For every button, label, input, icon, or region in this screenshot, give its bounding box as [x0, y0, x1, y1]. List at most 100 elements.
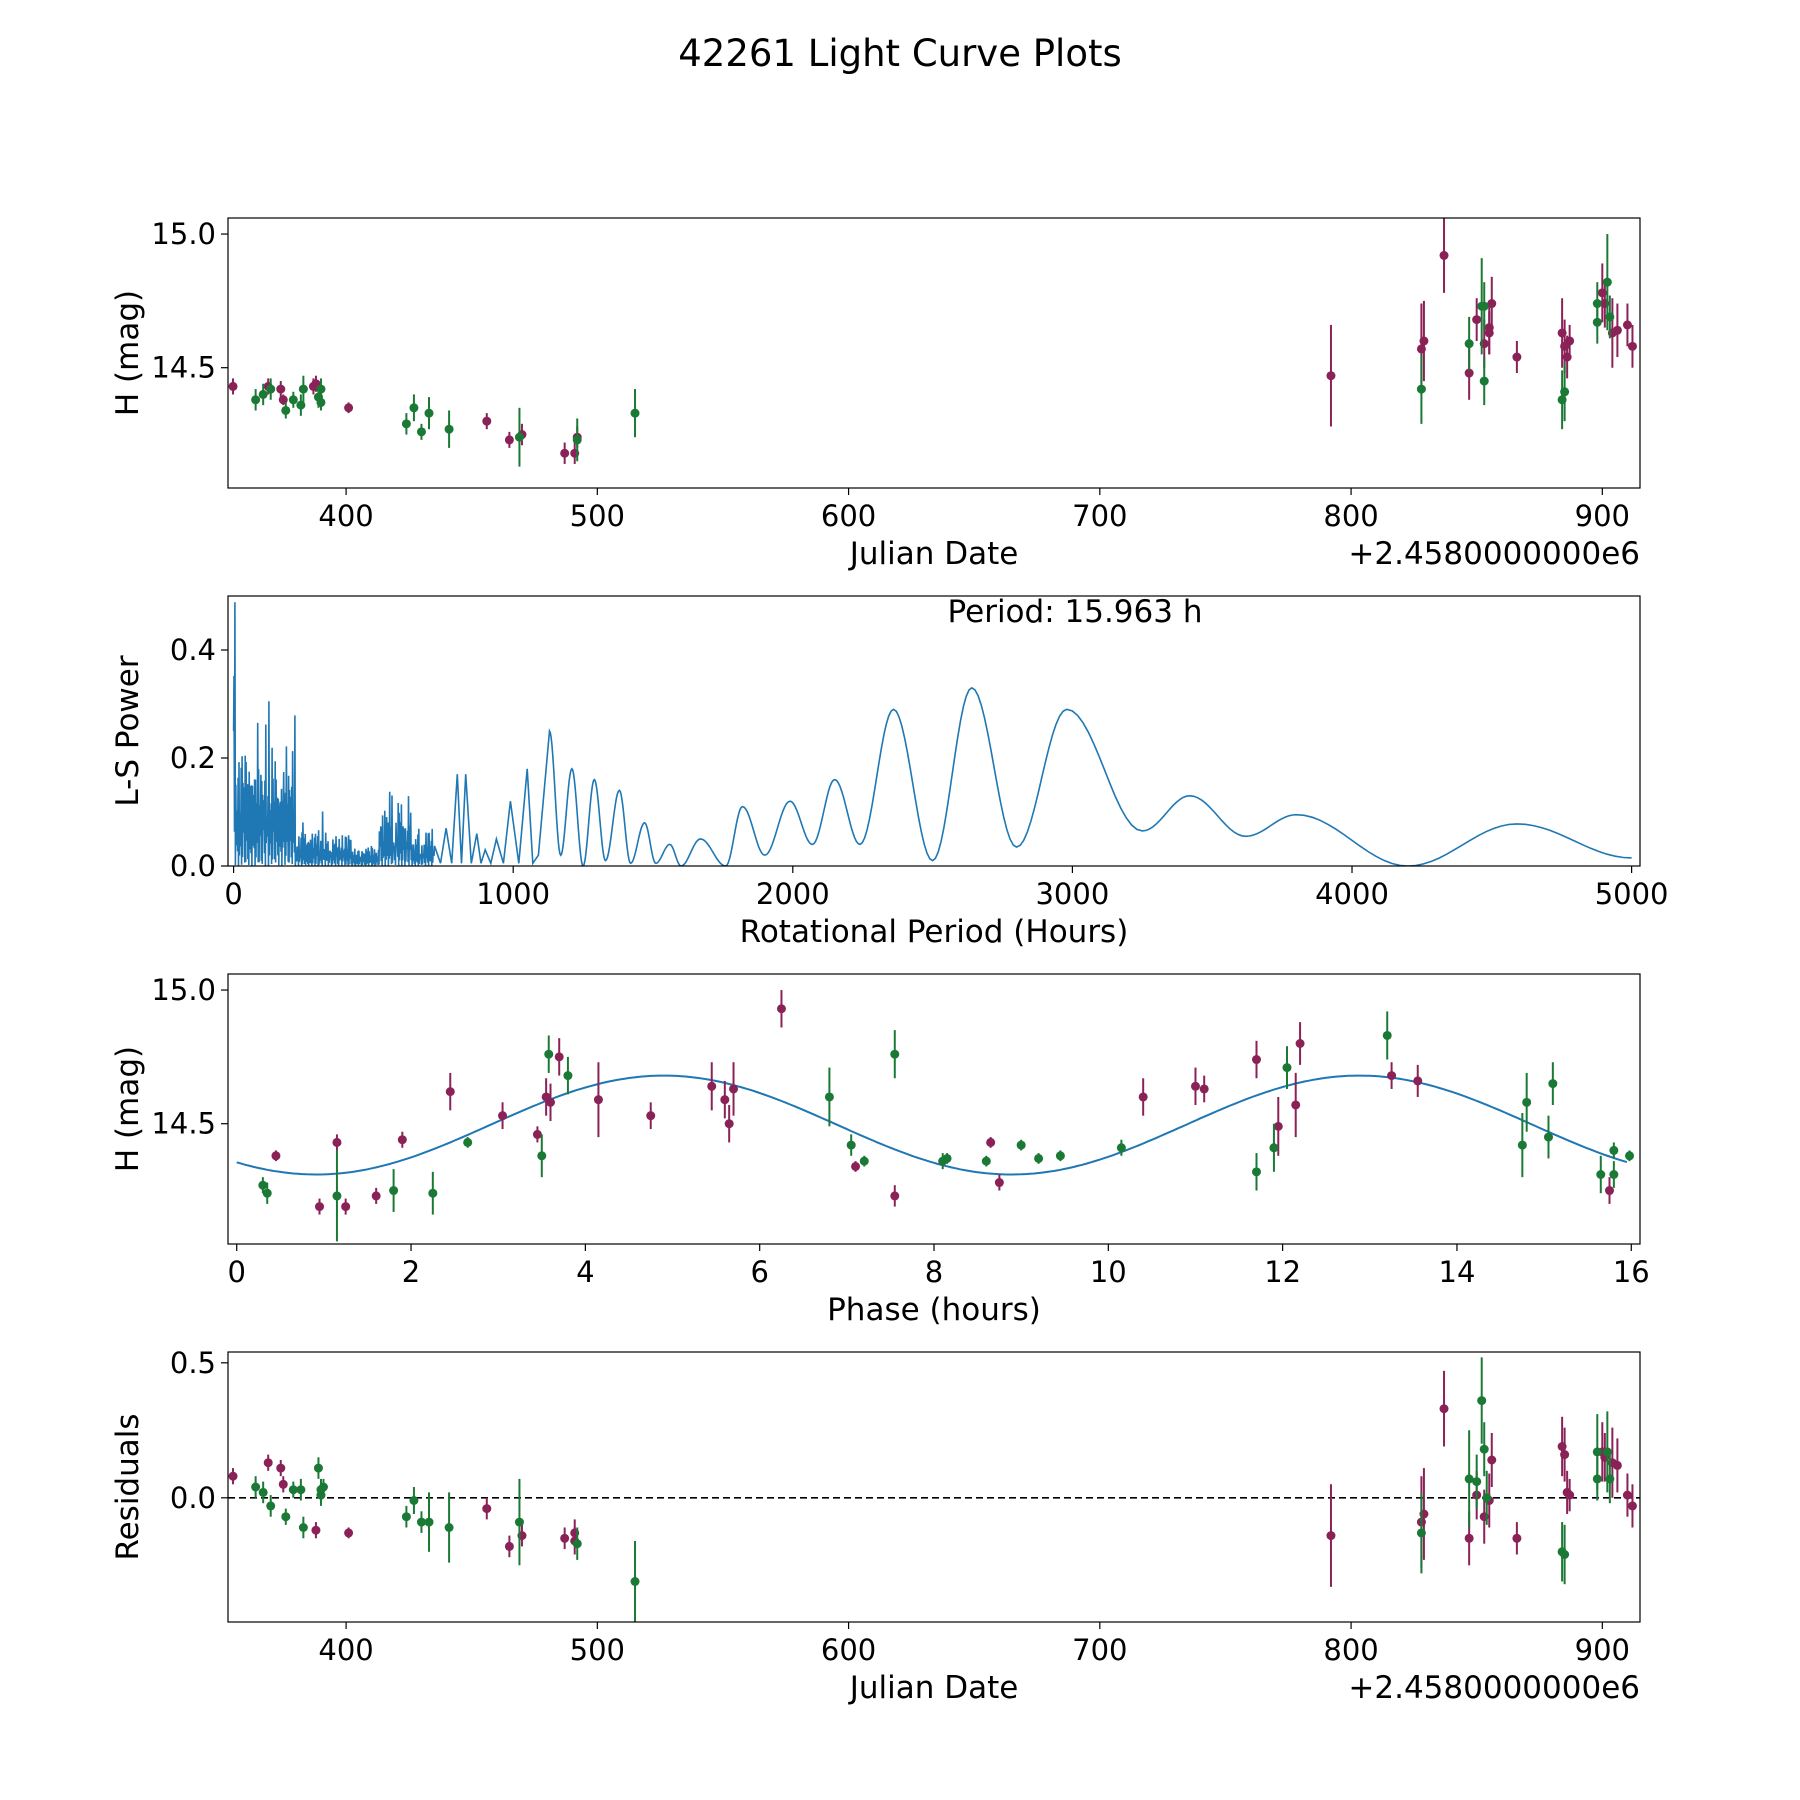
maroon-data-point: [482, 1504, 492, 1514]
maroon-data-point: [344, 403, 354, 413]
maroon-data-point: [593, 1095, 603, 1105]
green-data-point: [316, 397, 326, 407]
green-data-point: [288, 1485, 298, 1495]
maroon-data-point: [263, 1458, 273, 1468]
x-tick-label: 1000: [476, 877, 550, 911]
green-data-point: [1482, 1493, 1492, 1503]
maroon-data-point: [851, 1161, 861, 1171]
x-tick-label: 500: [570, 1633, 625, 1667]
maroon-data-point: [707, 1081, 717, 1091]
green-data-point: [630, 408, 640, 418]
green-data-point: [1416, 384, 1426, 394]
maroon-data-point: [986, 1137, 996, 1147]
green-data-point: [1472, 1477, 1482, 1487]
green-data-point: [1464, 1474, 1474, 1484]
green-data-point: [296, 1485, 306, 1495]
maroon-data-point: [1291, 1100, 1301, 1110]
green-data-point: [1479, 1444, 1489, 1454]
green-data-point: [1596, 1169, 1606, 1179]
y-tick-label: 14.5: [151, 1107, 216, 1141]
x-tick-label: 4: [576, 1255, 594, 1289]
x-tick-label: 900: [1575, 499, 1630, 533]
x-axis-label: Phase (hours): [827, 1292, 1041, 1328]
maroon-data-point: [720, 1095, 730, 1105]
green-data-point: [389, 1186, 399, 1196]
period-annotation: Period: 15.963 h: [948, 594, 1203, 630]
maroon-data-point: [1484, 328, 1494, 338]
maroon-data-point: [1295, 1039, 1305, 1049]
x-tick-label: 0: [224, 877, 242, 911]
lc-axes: 400 500 600 700 800 900 14.5 15.0 Julian Date H (…: [110, 217, 1640, 572]
x-tick-label: 3000: [1035, 877, 1109, 911]
green-data-point: [251, 1482, 261, 1492]
green-data-point: [401, 419, 411, 429]
green-data-point: [266, 384, 276, 394]
maroon-data-point: [1413, 1076, 1423, 1086]
ls-frame: [227, 595, 1641, 867]
x-tick-label: 5000: [1595, 877, 1669, 911]
maroon-data-point: [1273, 1121, 1283, 1131]
maroon-data-point: [729, 1084, 739, 1094]
x-axis-label: Julian Date: [848, 1670, 1019, 1706]
green-data-point: [1543, 1132, 1553, 1142]
maroon-data-point: [276, 384, 286, 394]
green-data-point: [258, 1487, 268, 1497]
maroon-data-point: [1472, 315, 1482, 325]
resid-axes: 400 500 600 700 800 900 0.0 0.5 Julian Date Resid…: [110, 1346, 1640, 1706]
green-data-point: [251, 395, 261, 405]
green-data-point: [1251, 1167, 1261, 1177]
maroon-data-point: [1199, 1084, 1209, 1094]
maroon-data-point: [724, 1119, 734, 1129]
maroon-data-point: [1138, 1092, 1148, 1102]
green-data-point: [942, 1153, 952, 1163]
green-data-point: [401, 1512, 411, 1522]
figure-title: 42261 Light Curve Plots: [678, 32, 1122, 75]
green-data-point: [1477, 1396, 1487, 1406]
maroon-data-point: [311, 1525, 321, 1535]
maroon-data-point: [1604, 1186, 1614, 1196]
maroon-data-point: [278, 1479, 288, 1489]
maroon-data-point: [228, 1471, 238, 1481]
ls-plot: [232, 602, 1632, 866]
maroon-data-point: [646, 1111, 656, 1121]
y-axis-label: Residuals: [110, 1413, 146, 1560]
maroon-data-point: [1190, 1081, 1200, 1091]
green-data-point: [572, 1539, 582, 1549]
maroon-data-point: [498, 1111, 508, 1121]
x-tick-label: 500: [570, 499, 625, 533]
green-data-point: [514, 432, 524, 442]
fit-curve-group: [236, 1074, 1628, 1176]
green-data-point: [846, 1140, 856, 1150]
green-data-point: [409, 1496, 419, 1505]
green-data-point: [514, 1517, 524, 1527]
green-data-point: [318, 1482, 328, 1492]
green-data-point: [1522, 1097, 1532, 1107]
maroon-data-point: [341, 1202, 351, 1212]
maroon-data-point: [1326, 371, 1336, 381]
green-data-point: [1479, 301, 1489, 311]
maroon-data-point: [1326, 1531, 1336, 1541]
maroon-data-point: [504, 1541, 514, 1551]
y-tick-label: 15.0: [151, 973, 216, 1007]
sinusoid-fit-line: [236, 1074, 1628, 1176]
green-data-point: [409, 403, 419, 413]
green-data-point: [266, 1501, 276, 1511]
y-axis-label: L-S Power: [110, 655, 146, 806]
green-data-point: [463, 1137, 473, 1147]
ls-power-line: [232, 602, 1632, 866]
y-axis-label: H (mag): [110, 290, 146, 416]
maroon-data-point: [994, 1178, 1004, 1188]
green-data-point: [1602, 277, 1612, 287]
x-tick-label: 6: [750, 1255, 768, 1289]
y-tick-label: 14.5: [151, 351, 216, 385]
green-data-point: [1592, 299, 1602, 309]
maroon-data-point: [1627, 341, 1637, 351]
x-tick-label: 10: [1090, 1255, 1127, 1289]
maroon-data-point: [228, 381, 238, 391]
green-data-point: [630, 1577, 640, 1586]
maroon-data-point: [371, 1191, 381, 1201]
y-tick-label: 0.2: [170, 741, 216, 775]
green-data-point: [981, 1156, 991, 1166]
green-data-point: [298, 384, 308, 394]
